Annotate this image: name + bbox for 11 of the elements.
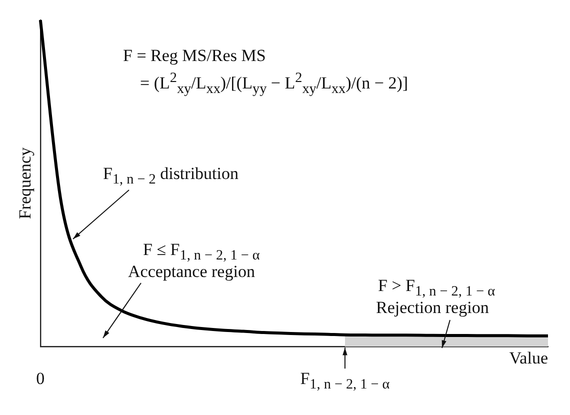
x-axis-title: Value [509, 348, 548, 368]
x-tick-label: F$_{1, n − 2, 1 − α}$ [300, 368, 390, 394]
x-tick-label: 0 [36, 368, 45, 389]
y-axis-title: Frequency [16, 146, 35, 220]
annotation: F$_{1, n − 2}$ distribution [103, 164, 238, 190]
annotation: Acceptance region [128, 262, 255, 282]
annotation: F ≤ F$_{1, n − 2, 1 − α}$ [143, 240, 260, 264]
annotation: F = Reg MS/Res MS [123, 46, 266, 66]
text: = (L$^{2}$$_{xy}$/L$_{xx}$)/[(L$_{yy}$ − L$^{2}$$_{xy}$/L$_{xx}$)/(n − 2)] [140, 70, 408, 98]
annotation: Rejection region [376, 298, 489, 318]
annotation: F > F$_{1, n − 2, 1 − α}$ [378, 276, 496, 300]
